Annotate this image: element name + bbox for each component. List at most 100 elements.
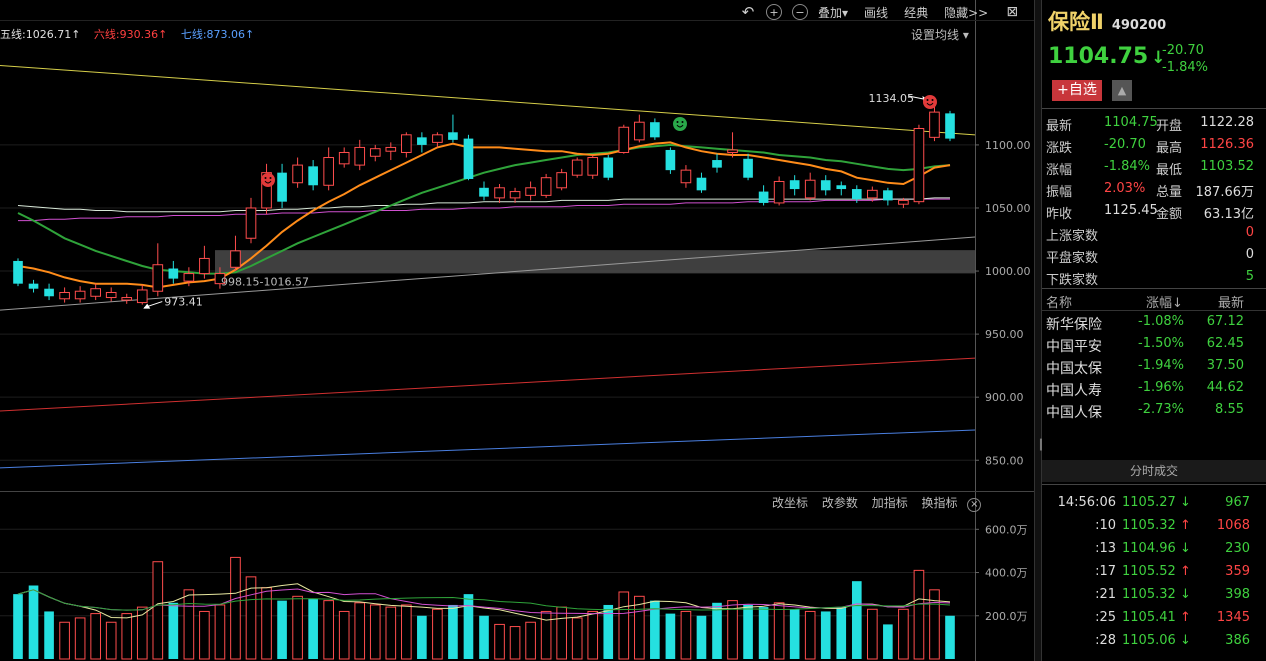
candle-body[interactable]	[929, 111, 940, 138]
candle-body[interactable]	[851, 189, 862, 200]
candle-body[interactable]	[727, 149, 738, 153]
candle-body[interactable]	[121, 297, 133, 301]
tick-volume: 230	[1225, 541, 1250, 556]
candle-body[interactable]	[385, 146, 397, 152]
member-row[interactable]: 中国平安 -1.50% 62.45	[1046, 334, 1262, 356]
candle-body[interactable]	[773, 180, 785, 204]
col-change-pct[interactable]: 涨幅↓	[1146, 296, 1183, 311]
switch-indicator-button[interactable]: 换指标	[921, 496, 958, 510]
change-params-button[interactable]: 改参数	[821, 496, 858, 510]
add-watchlist-button[interactable]: +自选	[1052, 80, 1102, 101]
overlay-button[interactable]: 叠加▾	[818, 5, 849, 20]
candle-body[interactable]	[448, 132, 458, 140]
candle-body[interactable]	[338, 151, 350, 165]
candle-body[interactable]	[680, 169, 692, 184]
candle-body[interactable]	[665, 149, 676, 171]
candle-body[interactable]	[540, 177, 552, 196]
draw-line-button[interactable]: 画线	[864, 5, 889, 20]
set-ma-button[interactable]: 设置均线 ▾	[911, 28, 969, 42]
candle-body[interactable]	[696, 177, 707, 191]
candle-body[interactable]	[836, 185, 847, 190]
candle-body[interactable]	[183, 273, 195, 282]
volume-bar	[44, 611, 54, 659]
candle-body[interactable]	[463, 138, 474, 179]
candle-body[interactable]	[59, 291, 70, 300]
candle-body[interactable]	[44, 288, 54, 297]
volume-bar	[121, 613, 133, 660]
candle-body[interactable]	[758, 191, 769, 203]
candle-body[interactable]	[432, 134, 443, 143]
candle-body[interactable]	[789, 180, 800, 190]
member-row[interactable]: 中国人保 -2.73% 8.55	[1046, 400, 1262, 422]
kline-chart-panel[interactable]: 1100.00 1050.00 1000.00 950.00 900.00 850.00 6…	[0, 0, 1034, 661]
candle-body[interactable]	[292, 164, 303, 184]
zoom-out-icon[interactable]: −	[792, 4, 808, 20]
candle-body[interactable]	[804, 179, 816, 199]
classic-button[interactable]: 经典	[904, 5, 929, 20]
candle-body[interactable]	[587, 157, 599, 176]
candle-body[interactable]	[479, 187, 489, 197]
splitter-grip-icon[interactable]: ▐	[1036, 440, 1044, 451]
member-row[interactable]: 中国太保 -1.94% 37.50	[1046, 356, 1262, 378]
candle-body[interactable]	[494, 187, 505, 199]
candle-body[interactable]	[245, 207, 257, 239]
neutral-signal-icon[interactable]	[673, 117, 687, 131]
candle-body[interactable]	[323, 157, 334, 186]
quote-row: 昨收 1125.45 金额 63.13亿	[1046, 200, 1262, 222]
candle-body[interactable]	[867, 189, 878, 199]
candle-body[interactable]	[913, 128, 925, 203]
close-indicator-icon[interactable]: ×	[967, 498, 982, 512]
buy-signal-icon[interactable]	[261, 173, 275, 187]
candle-body[interactable]	[634, 121, 645, 141]
candle-body[interactable]	[277, 172, 287, 202]
candle-body[interactable]	[354, 146, 366, 166]
candle-body[interactable]	[214, 273, 226, 285]
candle-body[interactable]	[417, 137, 427, 145]
change-axis-button[interactable]: 改坐标	[772, 496, 809, 510]
candle-body[interactable]	[603, 157, 614, 178]
add-indicator-button[interactable]: 加指标	[871, 496, 908, 510]
undo-icon[interactable]: ↶	[741, 2, 755, 21]
candle-body[interactable]	[13, 260, 23, 284]
candle-body[interactable]	[168, 268, 179, 279]
candle-body[interactable]	[199, 257, 210, 275]
candle-body[interactable]	[571, 159, 583, 176]
candle-body[interactable]	[945, 113, 955, 139]
sell-signal-icon[interactable]	[923, 95, 937, 109]
candle-body[interactable]	[650, 122, 660, 138]
member-row[interactable]: 中国人寿 -1.96% 44.62	[1046, 378, 1262, 400]
tick-volume: 398	[1225, 587, 1250, 602]
candle-body[interactable]	[743, 158, 753, 178]
candle-body[interactable]	[152, 264, 164, 292]
tick-time: :25	[1095, 610, 1116, 625]
close-icon[interactable]: ⊠	[1006, 4, 1019, 20]
candle-body[interactable]	[90, 288, 101, 297]
quote-label: 涨幅	[1046, 163, 1073, 178]
candle-body[interactable]	[28, 283, 39, 289]
divider	[1042, 108, 1266, 109]
col-name[interactable]: 名称	[1046, 296, 1073, 311]
candle-body[interactable]	[308, 166, 318, 186]
candle-body[interactable]	[401, 134, 412, 153]
candle-body[interactable]	[525, 187, 536, 196]
panel-splitter[interactable]: ▐	[1034, 0, 1044, 661]
candle-body[interactable]	[105, 291, 117, 299]
bell-icon[interactable]: ▲	[1112, 80, 1132, 101]
candle-body[interactable]	[74, 290, 86, 300]
candle-body[interactable]	[556, 172, 567, 189]
zoom-in-icon[interactable]: +	[766, 4, 782, 20]
hide-panel-button[interactable]: 隐藏>>	[944, 5, 989, 20]
col-last[interactable]: 最新	[1218, 296, 1245, 311]
candle-body[interactable]	[712, 160, 722, 168]
candle-body[interactable]	[898, 199, 909, 205]
candle-body[interactable]	[509, 191, 521, 199]
candle-body[interactable]	[820, 180, 831, 191]
member-row[interactable]: 新华保险 -1.08% 67.12	[1046, 312, 1262, 334]
candle-body[interactable]	[230, 250, 241, 268]
candle-body[interactable]	[261, 172, 272, 209]
candle-body[interactable]	[618, 126, 630, 153]
kline-chart[interactable]: 1100.00 1050.00 1000.00 950.00 900.00 850.00 6…	[0, 0, 1034, 661]
candle-body[interactable]	[369, 148, 381, 157]
candle-body[interactable]	[883, 190, 893, 201]
candle-body[interactable]	[136, 289, 148, 304]
